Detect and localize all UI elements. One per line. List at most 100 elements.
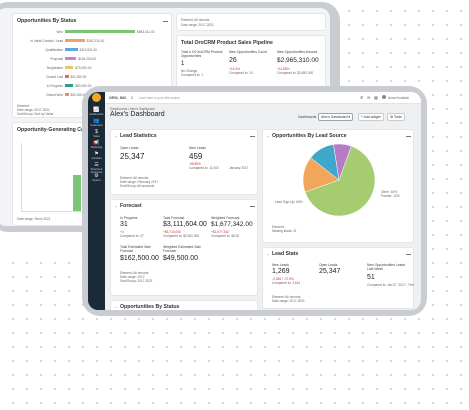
sidebar-item-label: System (92, 179, 101, 182)
metric-value: 31 (120, 221, 128, 228)
status-bar (65, 39, 85, 42)
sidebar-item-sales[interactable]: $ Sales (88, 129, 105, 139)
metric-compare: Compared to: 11,000 (189, 166, 219, 170)
sidebar-item-customers[interactable]: 👥 Customers (88, 119, 105, 128)
status-bar (65, 66, 74, 69)
pie-label: Other: 16% (381, 190, 398, 194)
metric-period: January 2017 (229, 166, 249, 170)
avatar[interactable] (382, 95, 386, 99)
footer-line: Date range: 2017 (120, 275, 145, 279)
chevron-down-icon[interactable]: ⌄ (114, 304, 118, 309)
sidebar-icon: 📢 (93, 140, 100, 146)
bar-category-label: Closed Won (45, 93, 63, 97)
lead-stats-title: Lead Stats (272, 251, 299, 257)
footer-line: Sort/Group: All accounts (120, 184, 155, 188)
bar-category-label: Negotiation (46, 66, 63, 70)
chevron-down-icon[interactable]: ⌄ (114, 133, 118, 138)
chevron-down-icon[interactable]: ⌄ (266, 133, 270, 138)
bar-category-label: In Initial Contact / Lead (30, 39, 63, 43)
tools-label: Tools (393, 115, 402, 119)
dashboard-select[interactable]: Alex's Dashboard ▾ (318, 113, 354, 121)
pie-label: Lead Sign Up: 64% (275, 200, 303, 204)
chevron-down-icon: ▾ (348, 115, 351, 119)
pipeline-cell-compare: Compared to: $2,650,000 (277, 71, 314, 75)
sidebar-item-dashboards[interactable]: 📈 Dashboards (88, 107, 105, 117)
chevron-down-icon[interactable]: ⌄ (114, 203, 118, 208)
pipeline-cell-compare: Compared to: 1 (181, 73, 203, 77)
metric-value: $1,677,342.00 (211, 221, 253, 228)
lead-source-title: Opportunities By Lead Source (272, 133, 347, 139)
bar-value-label: $583,411.00 (137, 30, 155, 34)
metric-label: Weighted Estimated Sale Forecast (163, 245, 202, 253)
metric-delta: -3,345 / -72.5% (272, 277, 294, 281)
sidebar: 📈 Dashboards 👥 Customers $ Sales 📢 Marketing ⚑ Ac… (88, 92, 105, 310)
minimize-icon[interactable] (250, 206, 255, 207)
bar-category-label: In Progress (46, 84, 63, 88)
metric-label: In Progress (120, 216, 138, 220)
sidebar-item-label: Dashboards (89, 113, 104, 116)
minimize-icon[interactable] (406, 136, 411, 137)
sidebar-item-label: Activities (91, 157, 102, 160)
oro-logo-icon[interactable] (92, 93, 101, 102)
pipeline-cell-delta: No Change (181, 69, 198, 73)
company-name[interactable]: ORO, INC. (109, 96, 128, 100)
forecast-card: ⌄ Forecast In Progress 31 +4 Compared to… (110, 199, 258, 296)
lead-source-pie-chart (302, 143, 376, 217)
sidebar-item-marketing[interactable]: 📢 Marketing (88, 140, 105, 150)
settings-icon[interactable]: ⚙ (360, 95, 364, 100)
pie-label: Partner: 12% (381, 194, 400, 198)
calendar-icon[interactable]: ▦ (374, 95, 378, 100)
bar-value-label: $33,000.00 (70, 93, 87, 97)
metric-compare: Compared to: Jan 07, 2017 - Feb (367, 283, 414, 287)
sidebar-icon: ⚙ (94, 173, 99, 179)
metric-compare: Compared to: $2,500,000 (163, 234, 200, 238)
search-input[interactable]: Look here to your title search (139, 96, 181, 100)
back-funnel-title: Opportunity-Generating Ca (17, 127, 84, 133)
sidebar-icon: 📈 (93, 107, 100, 113)
mail-icon[interactable]: ✉ (367, 95, 371, 100)
sidebar-icon: $ (95, 129, 98, 135)
status-card-title: Opportunities By Status (120, 304, 180, 310)
status-bar (65, 75, 69, 78)
tools-button[interactable]: ⚙ Tools (387, 113, 405, 121)
bar-value-label: $104,200.00 (78, 57, 96, 61)
footer-line: Date range: 2017-2021 (181, 23, 214, 27)
pie-slice-lead-sign-up[interactable] (304, 145, 376, 217)
pipeline-cell-label: New Opportunities Amount (277, 50, 318, 54)
search-icon[interactable]: ⌕ (131, 95, 134, 100)
pie-slice-website[interactable] (333, 143, 352, 181)
add-widget-button[interactable]: + Add widget (358, 113, 384, 121)
minimize-icon[interactable] (406, 254, 411, 255)
footer-line: Missing leads: 21 (272, 229, 297, 233)
sidebar-item-reports-segments[interactable]: ☰ Reports & Segments (88, 163, 105, 175)
bar-category-label: Proposal (50, 57, 63, 61)
metric-value: 1,269 (272, 268, 290, 275)
footer-line: Date range: February 2017 (120, 180, 159, 184)
sidebar-item-system[interactable]: ⚙ System (88, 173, 105, 183)
metric-label: Open Leads (319, 263, 338, 267)
metric-label: New Opportunities Leads Last Week (367, 263, 406, 271)
metric-value: 25,347 (319, 268, 341, 275)
metric-value: 459 (189, 152, 203, 161)
footer-line: Element: All records (181, 18, 210, 22)
bar-category-label: Closed Lost (46, 75, 63, 79)
pipeline-cell-delta: +15.3% (229, 67, 240, 71)
chevron-down-icon[interactable]: ⌄ (266, 251, 270, 256)
sidebar-item-label: Customers (90, 124, 103, 127)
user-name[interactable]: Anna Kowalski (388, 96, 409, 100)
pipeline-cell-value: 1 (181, 61, 185, 67)
metric-delta: +4 (120, 230, 124, 234)
metric-value: 51 (367, 274, 375, 281)
minimize-icon[interactable] (250, 136, 255, 137)
front-screen: 📈 Dashboards 👥 Customers $ Sales 📢 Marketing ⚑ Ac… (88, 92, 421, 310)
status-bar (65, 48, 78, 51)
breadcrumb[interactable]: Dashboards / Alex's Dashboard (110, 107, 155, 111)
bar-value-label: $31,000.00 (70, 75, 87, 79)
metric-delta: +$1,677,342 (211, 230, 229, 234)
footer-line: Element: All records (272, 295, 301, 299)
sidebar-item-activities[interactable]: ⚑ Activities (88, 152, 105, 161)
metric-label: Open Leads (120, 146, 139, 150)
minimize-icon[interactable] (163, 21, 168, 22)
bar-value-label: $182,124.00 (86, 39, 105, 43)
